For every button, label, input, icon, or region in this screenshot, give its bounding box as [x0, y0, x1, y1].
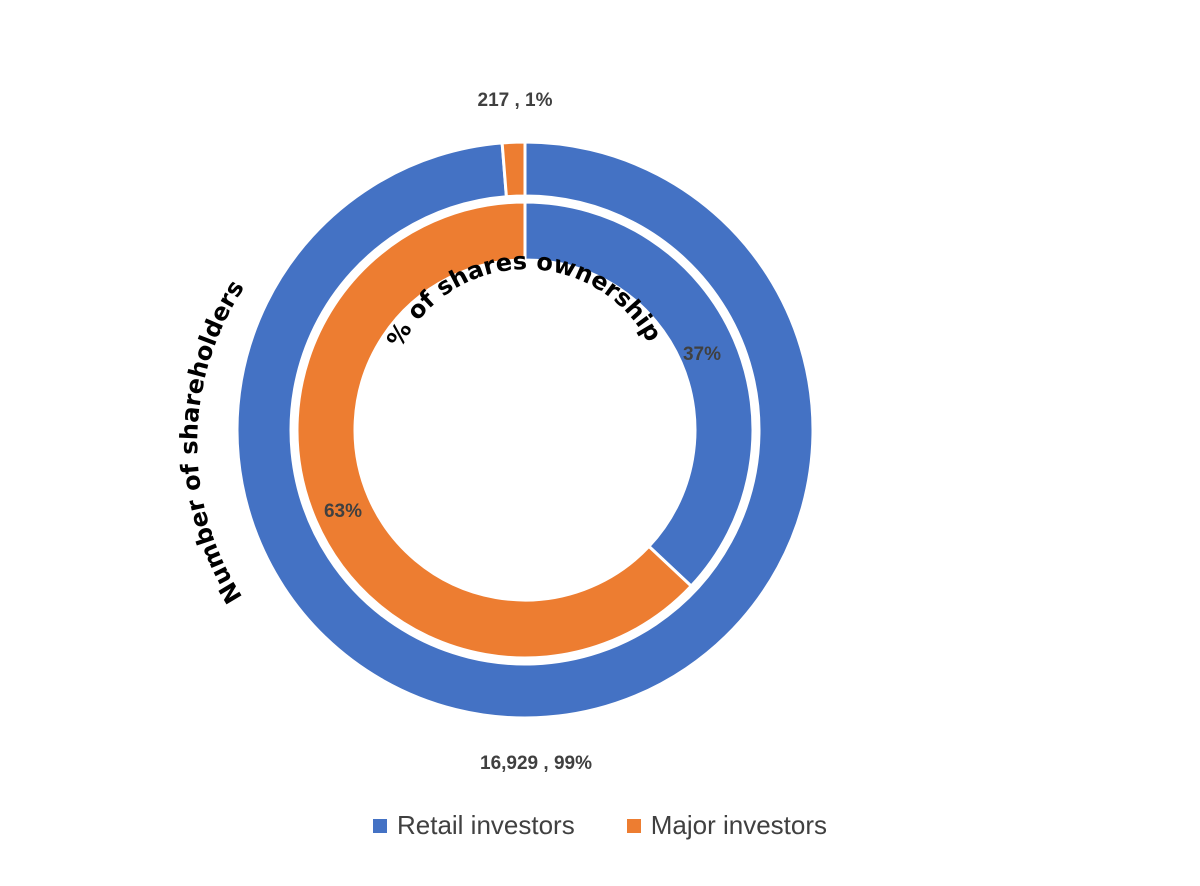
outer-ring-slice-retail: [235, 140, 815, 720]
outer-ring: [235, 140, 815, 720]
legend-swatch-retail: [372, 818, 387, 833]
data-label-retail-ownership: 37%: [683, 344, 721, 365]
legend-label-major: Major investors: [650, 810, 827, 840]
legend-swatch-major: [626, 818, 641, 833]
legend-label-retail: Retail investors: [396, 810, 575, 840]
legend-item-major: Major investors: [626, 810, 827, 841]
data-label-retail-shareholders: 16,929 , 99%: [480, 753, 592, 774]
inner-ring: [295, 200, 755, 660]
data-label-major-shareholders: 217 , 1%: [478, 90, 553, 111]
outer-ring-slice-major: [500, 140, 527, 199]
legend-item-retail: Retail investors: [372, 810, 575, 841]
data-label-major-ownership: 63%: [324, 501, 362, 522]
inner-ring-slice-major: [295, 200, 694, 660]
inner-ring-slice-retail: [523, 200, 755, 589]
chart-legend: Retail investors Major investors: [0, 810, 1200, 841]
